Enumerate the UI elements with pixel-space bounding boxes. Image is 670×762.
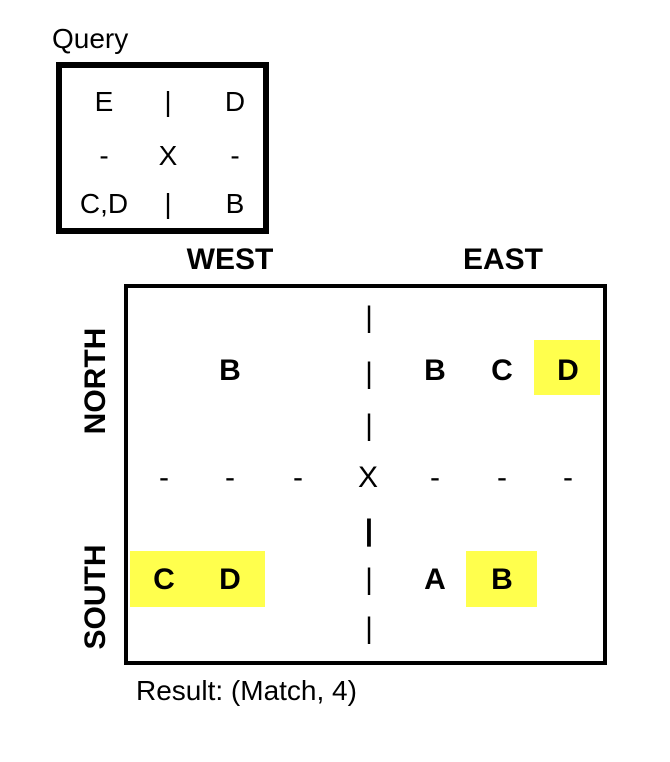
query-cell-s-divider: | — [164, 188, 172, 219]
divider-mark: | — [364, 514, 374, 547]
north-east-piece-b: B — [424, 354, 446, 387]
divider-mark: | — [365, 612, 373, 645]
highlight-north-east-d — [534, 340, 600, 395]
middle-dash: - — [159, 461, 169, 494]
middle-dash: - — [563, 461, 573, 494]
query-cell-sw: C,D — [79, 188, 129, 219]
query-cell-w: - — [99, 140, 109, 171]
south-label: SOUTH — [79, 544, 112, 650]
divider-mark: | — [365, 301, 373, 334]
south-east-piece-a: A — [424, 563, 446, 596]
board-box — [124, 284, 607, 665]
divider-mark: | — [365, 409, 373, 442]
north-east-piece-d: D — [557, 354, 579, 387]
north-east-piece-c: C — [491, 354, 513, 387]
query-cell-se: B — [225, 188, 245, 219]
south-east-piece-b: B — [491, 563, 513, 596]
west-label: WEST — [186, 243, 274, 276]
query-cell-ne: D — [224, 86, 246, 117]
middle-dash: - — [430, 461, 440, 494]
north-west-piece-b: B — [219, 354, 241, 387]
south-west-piece-c: C — [153, 563, 175, 596]
divider-mark: | — [365, 357, 373, 390]
query-cell-nw: E — [94, 86, 114, 117]
query-cell-n-divider: | — [164, 86, 172, 117]
south-west-piece-d: D — [219, 563, 241, 596]
query-box: E | D - X - C,D | B — [56, 62, 269, 234]
middle-dash: - — [497, 461, 507, 494]
center-x: X — [357, 461, 379, 494]
query-cell-center: X — [158, 140, 178, 171]
query-cell-e: - — [230, 140, 240, 171]
north-label: NORTH — [79, 327, 112, 435]
divider-mark: | — [365, 563, 373, 596]
east-label: EAST — [462, 243, 544, 276]
highlight-south-east-b — [466, 551, 537, 607]
result-text: Result: (Match, 4) — [136, 675, 357, 706]
middle-dash: - — [225, 461, 235, 494]
highlight-south-west-cd — [130, 551, 265, 607]
query-title: Query — [52, 23, 129, 54]
middle-dash: - — [293, 461, 303, 494]
